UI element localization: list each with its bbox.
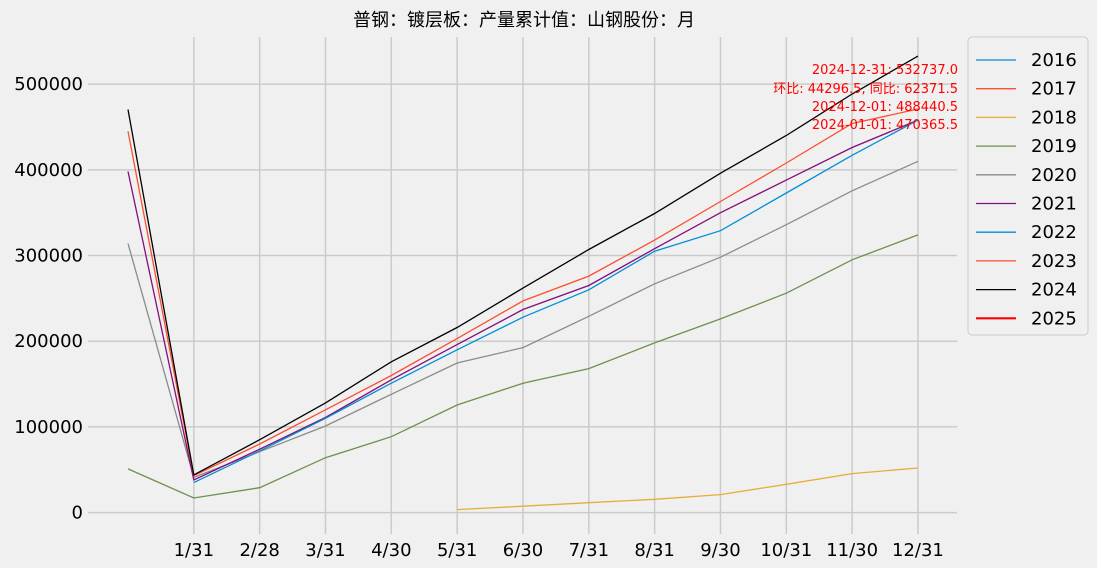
x-tick-label: 12/31 <box>892 540 944 561</box>
grid-lines <box>88 37 957 534</box>
x-tick-label: 11/30 <box>826 540 878 561</box>
legend-label-2021: 2021 <box>1031 194 1077 215</box>
y-tick-label: 300000 <box>14 246 83 267</box>
legend-label-2025: 2025 <box>1031 308 1077 329</box>
legend-label-2018: 2018 <box>1031 107 1077 128</box>
y-tick-label: 100000 <box>14 417 83 438</box>
y-tick-label: 0 <box>72 503 83 524</box>
x-tick-label: 10/31 <box>760 540 812 561</box>
annotations: 2024-12-31: 532737.0 环比: 44296.5, 同比: 62… <box>773 63 958 133</box>
x-tick-label: 9/30 <box>700 540 740 561</box>
y-axis-ticks: 0 100000 200000 300000 400000 500000 <box>14 74 83 523</box>
chart-title: 普钢：镀层板：产量累计值：山钢股份：月 <box>353 10 695 31</box>
series-line-2019 <box>127 234 919 499</box>
x-tick-label: 1/31 <box>174 540 214 561</box>
series-lines <box>127 55 919 511</box>
annotation-line-2: 环比: 44296.5, 同比: 62371.5 <box>773 82 958 97</box>
y-tick-label: 200000 <box>14 331 83 352</box>
annotation-line-1: 2024-12-31: 532737.0 <box>812 63 958 78</box>
legend-label-2022: 2022 <box>1031 222 1077 243</box>
series-line-2023 <box>127 108 919 477</box>
series-line-2018 <box>457 467 919 511</box>
series-line-2020 <box>127 160 919 479</box>
x-tick-label: 2/28 <box>239 540 279 561</box>
legend-label-2017: 2017 <box>1031 79 1077 100</box>
legend-label-2023: 2023 <box>1031 251 1077 272</box>
series-line-2022 <box>193 119 919 484</box>
x-tick-label: 6/30 <box>503 540 543 561</box>
x-tick-label: 3/31 <box>305 540 345 561</box>
y-tick-label: 400000 <box>14 160 83 181</box>
x-tick-label: 7/31 <box>569 540 609 561</box>
series-line-2021 <box>127 119 919 481</box>
x-tick-label: 4/30 <box>371 540 411 561</box>
series-line-2024 <box>127 55 919 476</box>
annotation-line-4: 2024-01-01: 470365.5 <box>812 118 958 133</box>
x-axis-ticks: 1/31 2/28 3/31 4/30 5/31 6/30 7/31 8/31 9/30 10/3… <box>174 540 944 561</box>
legend-label-2016: 2016 <box>1031 50 1077 71</box>
legend-label-2020: 2020 <box>1031 165 1077 186</box>
legend-label-2019: 2019 <box>1031 136 1077 157</box>
y-tick-label: 500000 <box>14 74 83 95</box>
annotation-line-3: 2024-12-01: 488440.5 <box>812 100 958 115</box>
x-tick-label: 5/31 <box>437 540 477 561</box>
legend: 2016 2017 2018 2019 2020 2021 2022 2023 2024 2025 <box>967 36 1089 336</box>
legend-label-2024: 2024 <box>1031 280 1077 301</box>
x-tick-label: 8/31 <box>634 540 674 561</box>
